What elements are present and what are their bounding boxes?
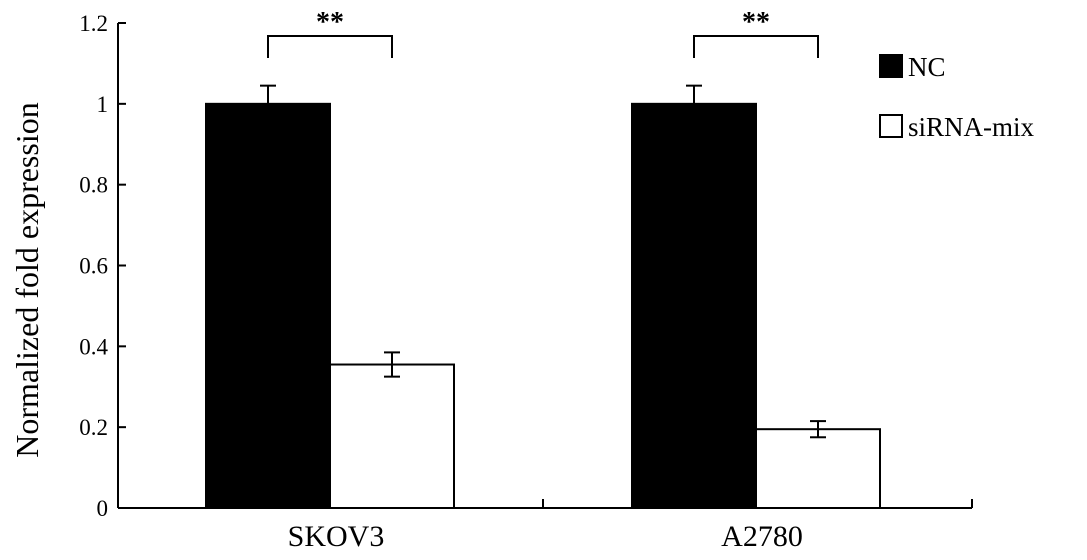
- bar-sirna-mix: [329, 363, 455, 510]
- legend-label: NC: [908, 52, 946, 82]
- bar-nc: [205, 102, 331, 509]
- axes: 0 0.2 0.4 0.6 0.8 1 1.2 SKOV3 A2780: [79, 11, 973, 553]
- significance-label: **: [742, 7, 770, 38]
- y-tick-label: 0.4: [79, 334, 108, 359]
- significance-bracket: [267, 35, 393, 58]
- y-axis-label: Normalized fold expression: [9, 102, 45, 457]
- y-tick-label: 0.2: [79, 415, 108, 440]
- legend-label: siRNA-mix: [908, 112, 1035, 142]
- x-tick-label: A2780: [721, 520, 803, 553]
- legend-swatch: [879, 54, 903, 78]
- bar-nc: [631, 102, 757, 509]
- bars: [205, 102, 881, 510]
- legend-swatch: [879, 114, 903, 138]
- y-tick-label: 1.2: [79, 11, 108, 36]
- x-tick-label: SKOV3: [288, 520, 385, 553]
- significance-annotations: ** **: [267, 7, 819, 58]
- y-tick-label: 1: [97, 92, 109, 117]
- bar-sirna-mix: [755, 428, 881, 509]
- significance-bracket: [693, 35, 819, 58]
- significance-label: **: [316, 7, 344, 38]
- y-tick-label: 0.6: [79, 254, 108, 279]
- y-tick-label: 0: [97, 496, 109, 521]
- error-bars: [260, 84, 826, 439]
- y-tick-label: 0.8: [79, 173, 108, 198]
- legend: NC siRNA-mix: [879, 52, 1035, 142]
